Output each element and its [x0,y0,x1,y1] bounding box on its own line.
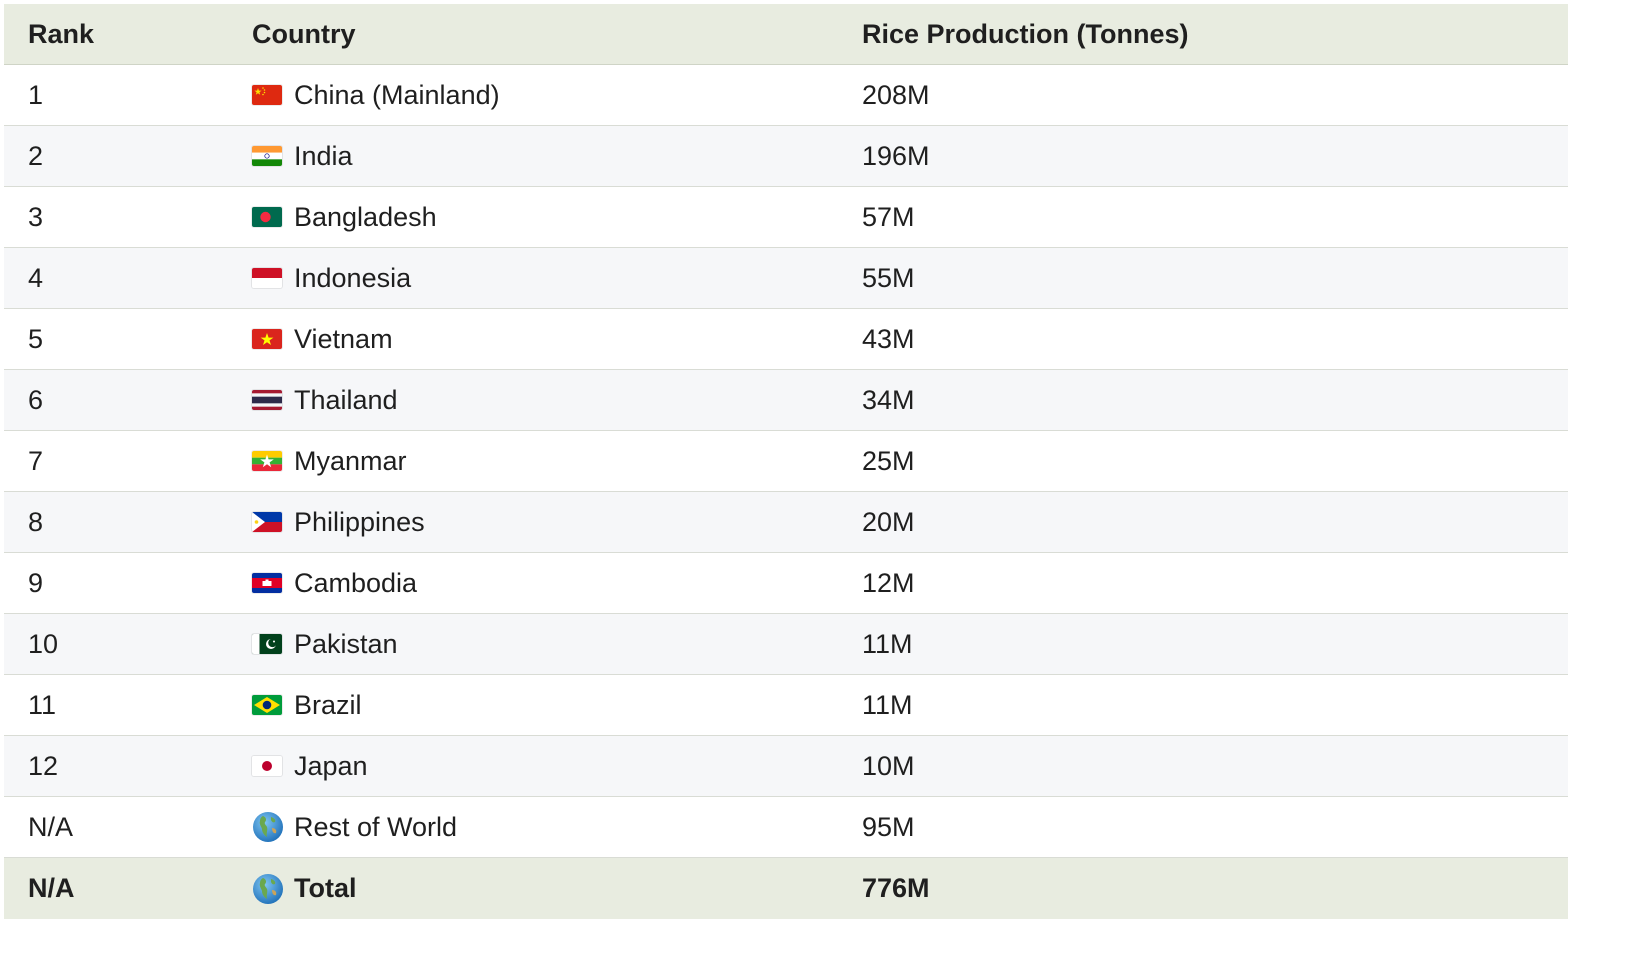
rank-cell: 2 [28,140,44,171]
column-header-country: Country [252,18,356,49]
china-flag-icon [252,85,282,105]
production-cell: 11M [862,628,913,659]
table-header-row: Rank Country Rice Production (Tonnes) [4,4,1568,65]
country-name: Philippines [294,506,425,537]
production-cell: 43M [862,323,915,354]
country-name: Japan [294,750,368,781]
bangladesh-flag-icon [252,207,282,227]
rank-cell: 7 [28,445,44,476]
country-name: Cambodia [294,567,418,598]
country-name: Vietnam [294,323,393,354]
column-header-rank: Rank [28,18,95,49]
rank-cell: 9 [28,567,44,598]
table-row: N/A Rest of World 95M [4,797,1568,858]
production-cell: 20M [862,506,915,537]
philippines-flag-icon [252,512,282,532]
total-label: Total [294,873,357,903]
rice-production-table: Rank Country Rice Production (Tonnes) 1 C… [4,4,1568,919]
country-name: Pakistan [294,628,398,659]
cambodia-flag-icon [252,573,282,593]
table-row: 3 Bangladesh 57M [4,187,1568,248]
table-row: 4 Indonesia 55M [4,248,1568,309]
column-header-production: Rice Production (Tonnes) [862,18,1189,49]
country-cell: Myanmar [252,431,407,491]
indonesia-flag-icon [252,268,282,288]
table-total-row: N/A Total 776M [4,858,1568,919]
table-row: 8 Philippines 20M [4,492,1568,553]
brazil-flag-icon [252,695,282,715]
japan-flag-icon [252,756,282,776]
thailand-flag-icon [252,390,282,410]
production-cell: 25M [862,445,915,476]
table-row: 10 Pakistan 11M [4,614,1568,675]
country-cell: Bangladesh [252,187,437,247]
production-cell: 34M [862,384,915,415]
pakistan-flag-icon [252,634,282,654]
country-cell: Vietnam [252,309,393,369]
country-cell: Rest of World [252,797,457,857]
globe-icon [252,873,284,905]
country-cell: India [252,126,353,186]
table-row: 2 India 196M [4,126,1568,187]
total-country-cell: Total [252,858,357,919]
country-name: Myanmar [294,445,407,476]
production-cell: 11M [862,689,913,720]
country-cell: Thailand [252,370,398,430]
country-cell: Brazil [252,675,362,735]
table-row: 1 China (Mainland) 208M [4,65,1568,126]
country-name: Thailand [294,384,398,415]
country-name: Brazil [294,689,362,720]
country-cell: Pakistan [252,614,398,674]
rank-cell: 10 [28,628,59,659]
country-name: Rest of World [294,811,458,842]
rank-cell: 1 [28,79,44,110]
production-cell: 57M [862,201,915,232]
production-cell: 208M [862,79,930,110]
production-cell: 55M [862,262,915,293]
myanmar-flag-icon [252,451,282,471]
country-cell: Cambodia [252,553,417,613]
total-production: 776M [862,873,930,903]
rank-cell: 8 [28,506,44,537]
country-name: Bangladesh [294,201,437,232]
country-cell: Indonesia [252,248,411,308]
table-row: 9 Cambodia 12M [4,553,1568,614]
rank-cell: 4 [28,262,44,293]
vietnam-flag-icon [252,329,282,349]
india-flag-icon [252,146,282,166]
table-row: 6 Thailand 34M [4,370,1568,431]
country-name: Indonesia [294,262,412,293]
country-cell: Philippines [252,492,425,552]
production-cell: 12M [862,567,915,598]
rank-cell: 3 [28,201,44,232]
rank-cell: 6 [28,384,44,415]
production-cell: 10M [862,750,915,781]
globe-icon [252,811,284,843]
country-name: India [294,140,353,171]
country-cell: China (Mainland) [252,65,500,125]
rank-cell: 11 [28,689,57,720]
table-row: 12 Japan 10M [4,736,1568,797]
country-name: China (Mainland) [294,79,500,110]
rank-cell: 12 [28,750,59,781]
rank-cell: N/A [28,811,74,842]
country-cell: Japan [252,736,368,796]
table-body: 1 China (Mainland) 208M 2 India 196M 3 Banglade… [4,65,1568,858]
production-cell: 95M [862,811,915,842]
rank-cell: 5 [28,323,44,354]
table-row: 7 Myanmar 25M [4,431,1568,492]
table-row: 11 Brazil 11M [4,675,1568,736]
total-rank: N/A [28,873,75,903]
table-row: 5 Vietnam 43M [4,309,1568,370]
production-cell: 196M [862,140,930,171]
